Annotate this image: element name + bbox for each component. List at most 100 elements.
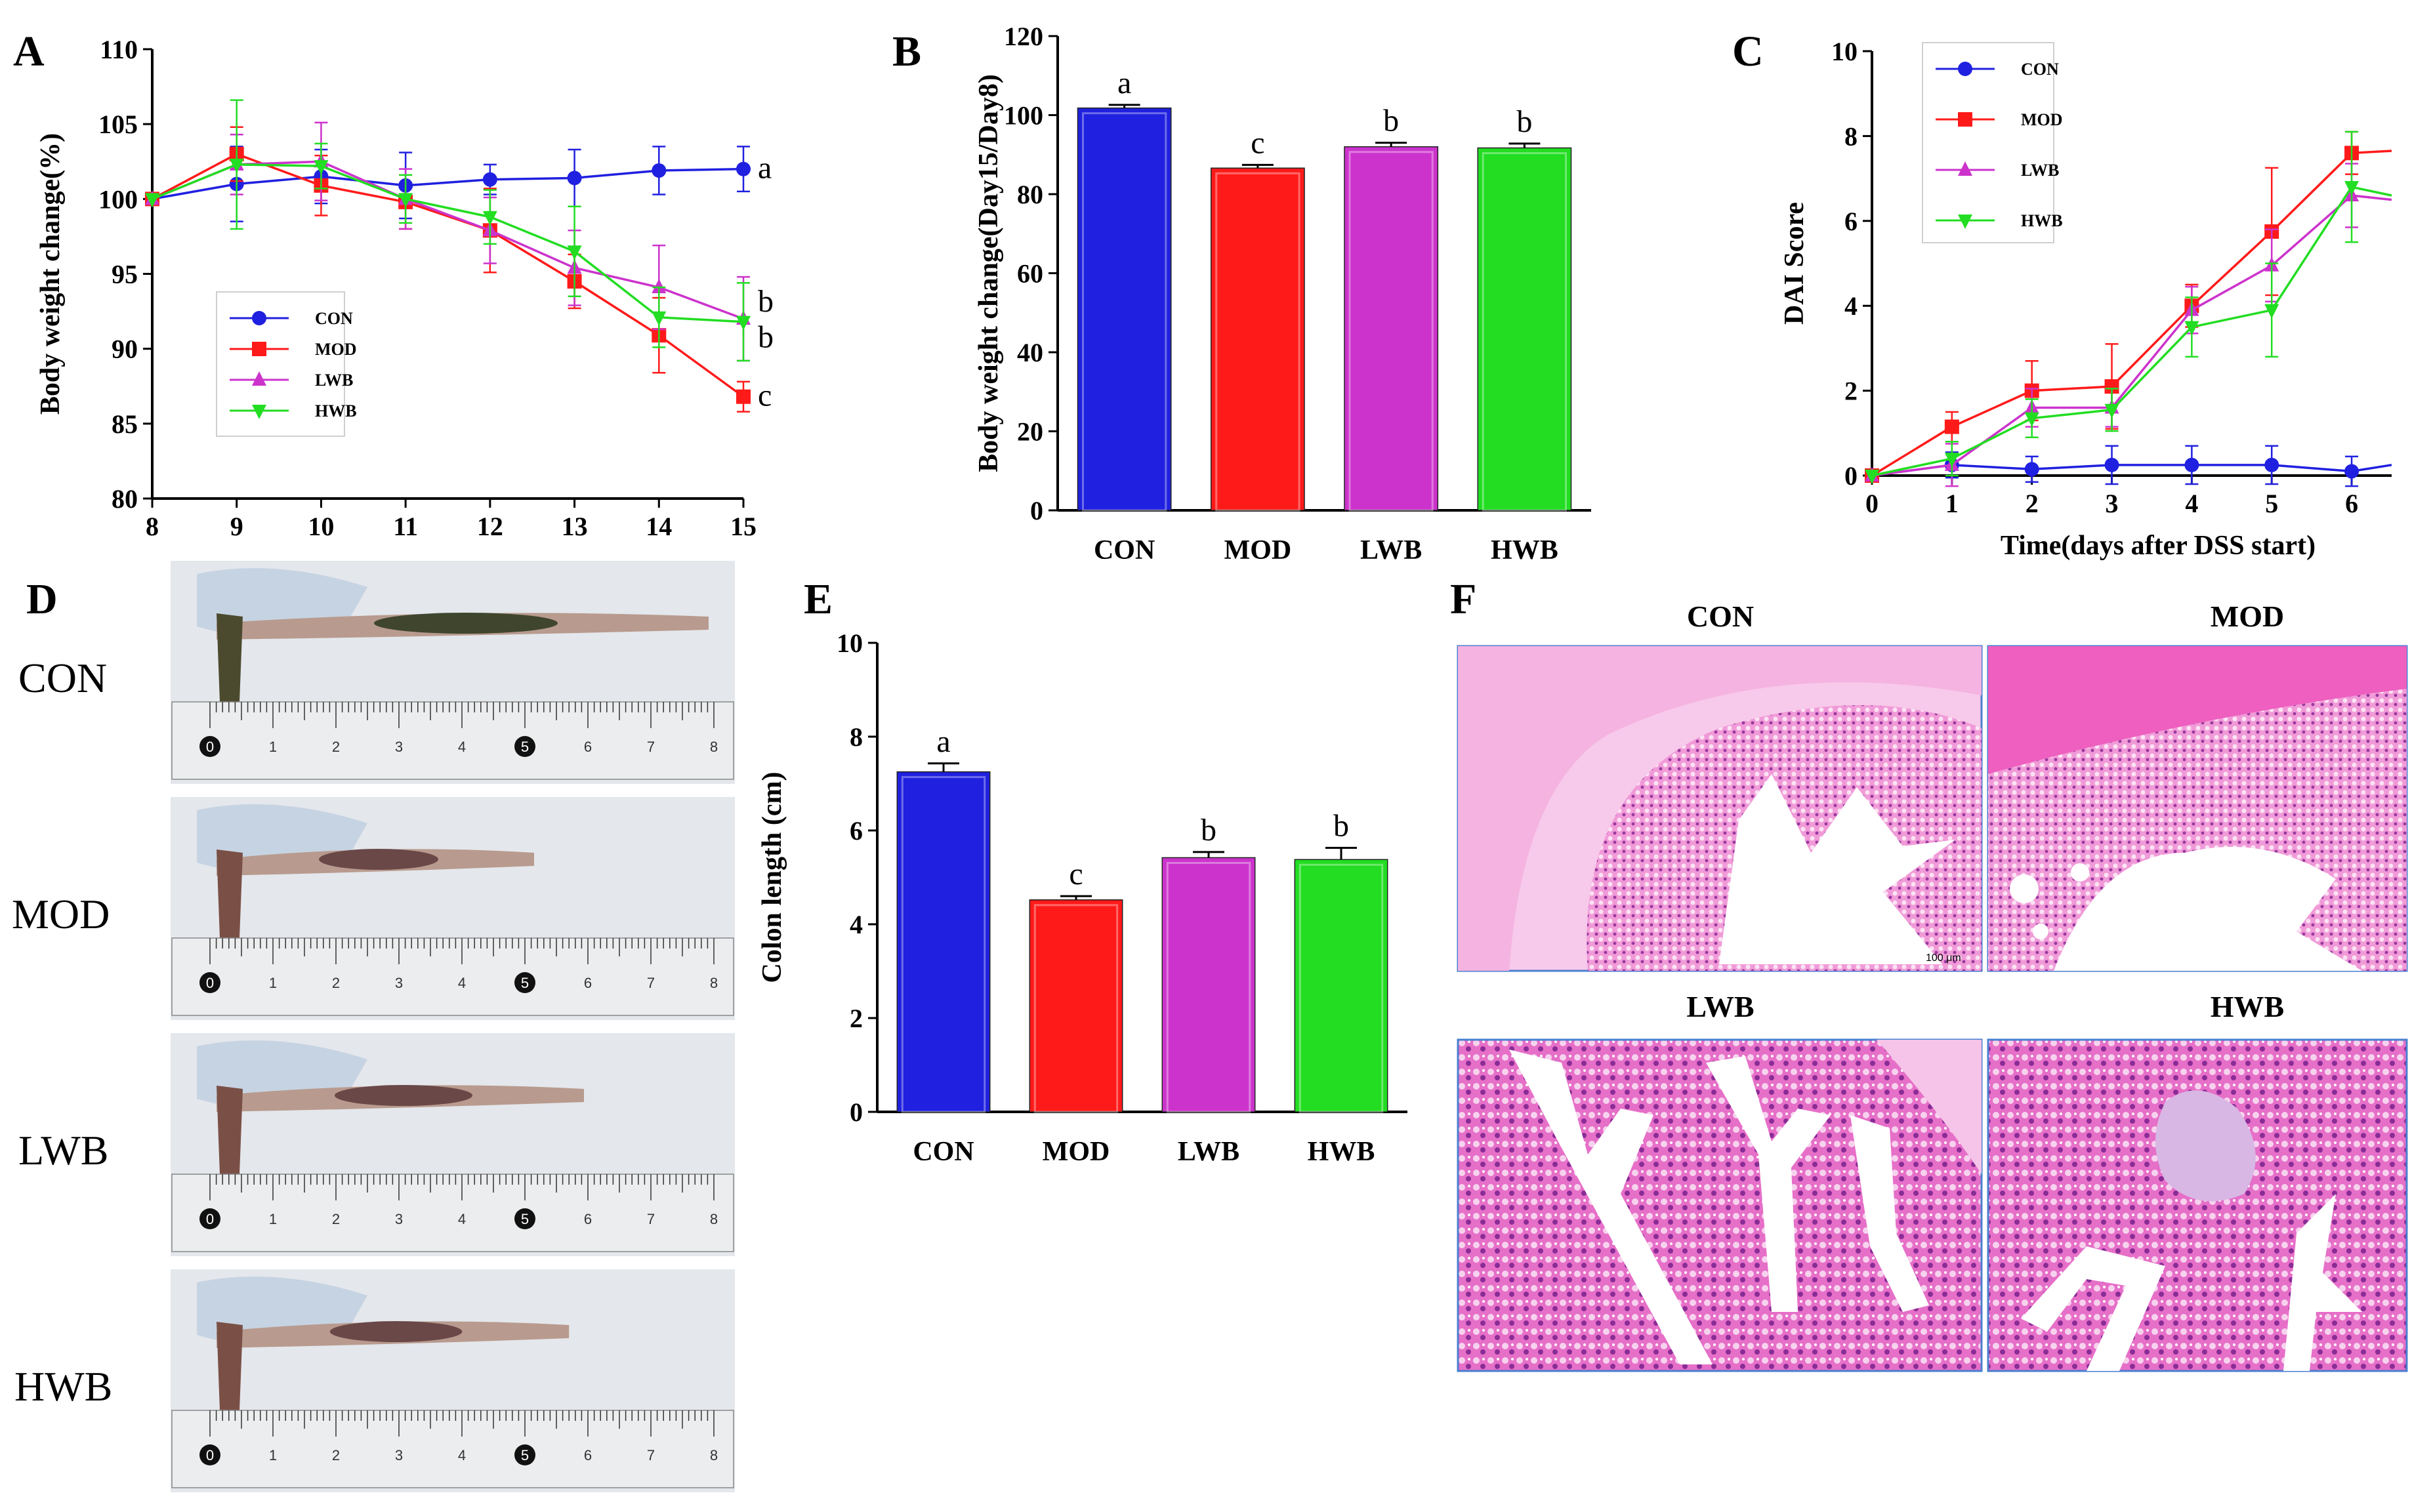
ruler-number: 7 [647,739,655,755]
significance-label: b [1201,813,1216,848]
ruler [171,1174,734,1252]
histo-image-lwb [1457,1038,1983,1372]
legend-label: LWB [315,371,353,390]
ruler-number: 3 [395,975,403,991]
legend-label: HWB [2021,211,2063,230]
data-point [2104,403,2119,419]
bar-group-hwb: b HWB [1294,808,1388,1167]
ruler-number: 5 [521,975,529,991]
panel-label-a: A [13,28,45,75]
y-tick-label: 110 [100,35,138,64]
panel-label-d: D [26,575,58,623]
histo-title-mod: MOD [2211,600,2284,633]
legend-marker [252,342,266,356]
x-tick-label: 0 [1865,489,1879,518]
series-hwb [1865,131,2392,484]
ruler-number: 0 [206,975,214,991]
significance-label: b [1333,808,1349,843]
data-point [482,211,497,226]
x-tick-label: 4 [2185,489,2198,518]
ruler-number: 5 [521,1447,529,1463]
group-label-con: CON [18,655,107,701]
y-tick-label: 10 [1831,37,1858,66]
histo-image-con: 100 μm [1457,645,1983,972]
y-tick-label: 80 [1017,180,1043,209]
colon-cecum [217,1322,243,1410]
colon-content [374,613,558,634]
bar-inner-outline [1298,863,1384,1113]
series-line-mod [1871,150,2392,477]
data-point [145,193,159,208]
significance-label: b [1383,104,1399,138]
ruler-number-dot [514,1208,535,1229]
ruler-number: 8 [710,1211,718,1227]
y-axis-title: Colon length (cm) [757,772,787,983]
ruler-number-dot [199,1444,220,1465]
ruler-number: 1 [269,1211,277,1227]
bar-inner-outline [1166,861,1251,1113]
colon-cecum [217,849,243,938]
y-tick-label: 4 [850,910,863,939]
ruler-number: 8 [710,975,718,991]
data-point [652,311,667,326]
x-tick-label: 1 [1945,489,1959,518]
x-axis-title: Time(days after DSS start) [2001,531,2316,561]
bar-con [896,771,991,1113]
bar-inner-outline [1348,151,1434,512]
significance-label: b [1516,104,1532,139]
legend-label: MOD [2021,110,2063,129]
x-tick-label: 11 [393,512,418,541]
data-point [2264,304,2279,319]
series-hwb: b [145,99,774,362]
x-tick-label: 8 [146,512,159,541]
data-point [736,161,751,176]
significance-label: a [758,151,772,186]
ruler [171,1410,734,1488]
legend-marker [1958,215,1972,229]
data-point [2024,412,2039,427]
bar-inner-outline [1033,904,1119,1113]
ruler-number: 5 [521,739,529,755]
ruler-number-dot [199,736,220,757]
bar-group-mod: c MOD [1029,857,1123,1167]
y-tick-label: 40 [1017,338,1043,367]
y-tick-label: 4 [1844,291,1858,321]
significance-label: a [1117,66,1131,100]
x-category-label: LWB [1178,1137,1239,1167]
colon-photo-lwb: 0 1 2 3 4 5 6 7 8 [171,1033,735,1256]
series-line-con [152,167,744,201]
ruler-number: 7 [647,1211,655,1227]
ruler-number-dot [514,736,535,757]
bar-group-con: a CON [1077,66,1172,565]
y-tick-label: 120 [1004,22,1043,51]
x-category-label: LWB [1360,535,1422,565]
data-point [2184,457,2199,472]
data-point [567,245,582,260]
data-point [567,171,582,186]
legend-box [1922,42,2054,243]
ruler-number: 3 [395,1211,403,1227]
ruler-number: 7 [647,975,655,991]
histo-image-mod [1987,645,2408,972]
group-label-hwb: HWB [14,1363,112,1410]
chart-e-colon-length: 0 2 4 6 8 10 a CON c MOD b LWB b HWB Colon length (cm) [757,628,1407,1167]
panel-label-e: E [804,575,833,623]
bar-lwb [1161,857,1256,1113]
ruler-number: 2 [332,975,340,991]
significance-label: b [758,284,774,319]
ruler-number: 4 [458,739,466,755]
legend-label: LWB [2021,161,2059,180]
ruler-number: 1 [269,739,277,755]
ruler-number-dot [199,1208,220,1229]
legend-marker [1958,62,1972,76]
ruler-number-dot [514,972,535,993]
ruler-number: 8 [710,1447,718,1463]
ruler-number: 2 [332,1447,340,1463]
significance-label: b [758,320,774,355]
bar-mod [1210,167,1305,511]
bar-inner-outline [1482,152,1568,512]
y-tick-label: 0 [1844,461,1858,491]
data-point [2104,379,2119,394]
ruler [171,701,734,780]
x-tick-label: 2 [2026,489,2039,518]
